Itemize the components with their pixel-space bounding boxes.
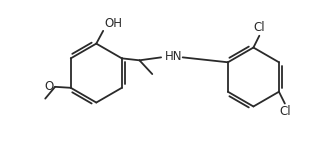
Text: Cl: Cl [279,106,291,118]
Text: OH: OH [104,17,122,30]
Text: O: O [45,80,54,93]
Text: Cl: Cl [254,21,265,34]
Text: HN: HN [165,50,182,63]
